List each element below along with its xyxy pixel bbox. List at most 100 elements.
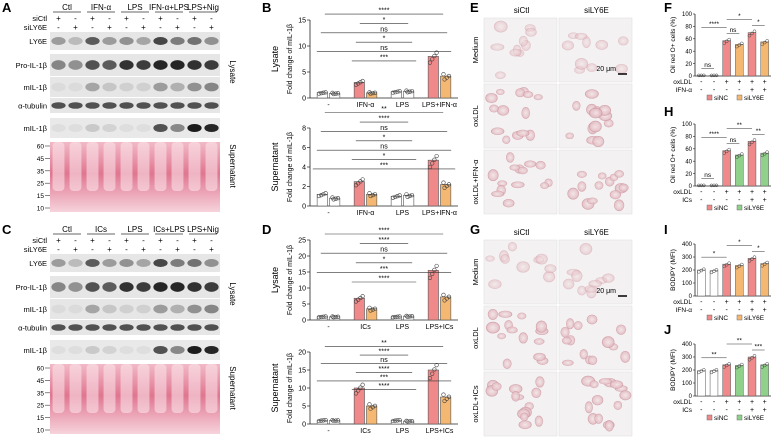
protein-band xyxy=(170,346,185,354)
sign-mark: + xyxy=(175,245,180,254)
protein-band xyxy=(187,37,202,45)
protein-band xyxy=(170,259,185,267)
y-tick-label: 5 xyxy=(302,70,306,77)
group-label: LPS xyxy=(127,225,142,234)
significance-label: *** xyxy=(755,344,763,351)
cell xyxy=(511,181,525,189)
data-point xyxy=(760,153,764,158)
significance-label: ns xyxy=(730,137,738,144)
sign-mark: - xyxy=(57,245,60,254)
data-point xyxy=(740,41,744,46)
sign-mark: + xyxy=(763,399,767,406)
x-tick-label: ICs xyxy=(360,324,371,331)
y-tick-label: 200 xyxy=(682,268,693,274)
data-point xyxy=(702,267,706,271)
cell xyxy=(565,132,574,140)
ladder-label: 45 xyxy=(37,156,45,163)
sign-mark: + xyxy=(158,236,163,245)
sign-mark: - xyxy=(142,236,145,245)
sign-mark: + xyxy=(750,399,754,406)
y-tick-label: 100 xyxy=(682,12,693,18)
sign-mark: - xyxy=(713,197,716,204)
blot-strip xyxy=(50,299,220,319)
cell xyxy=(571,269,583,282)
blot-strip xyxy=(50,254,220,272)
data-point xyxy=(697,73,701,78)
cell xyxy=(507,242,517,252)
band-label: mIL-1β xyxy=(24,346,48,355)
x-tick-label: LPS xyxy=(396,102,410,109)
cell xyxy=(595,39,609,50)
x-tick-label: ICs xyxy=(360,428,371,435)
data-point xyxy=(762,152,767,156)
y-tick-label: 5 xyxy=(302,302,306,309)
micro-row-label: oxLDL+IFN-α xyxy=(471,159,480,205)
data-point xyxy=(740,152,744,156)
data-point xyxy=(323,90,328,95)
data-point xyxy=(360,294,365,299)
sign-mark: - xyxy=(193,245,196,254)
protein-band xyxy=(170,60,185,70)
data-point xyxy=(735,265,739,270)
protein-band xyxy=(170,37,185,45)
protein-band xyxy=(136,259,151,267)
ponceau-lane xyxy=(69,364,82,413)
cell xyxy=(497,332,506,340)
y-axis-label: Oil red O+ cells (%) xyxy=(670,17,677,74)
bar xyxy=(722,364,731,397)
protein-band xyxy=(153,324,168,331)
condition-label: IFN-α xyxy=(676,307,693,314)
cell xyxy=(498,310,513,318)
protein-band xyxy=(102,346,117,354)
significance-label: ** xyxy=(737,122,743,129)
data-point xyxy=(323,191,328,196)
protein-band xyxy=(187,60,202,70)
cell xyxy=(486,321,500,334)
data-point xyxy=(444,396,449,401)
data-point xyxy=(760,264,764,268)
protein-band xyxy=(85,82,100,92)
sign-mark: - xyxy=(738,87,741,94)
data-point xyxy=(331,418,336,424)
data-point xyxy=(724,39,729,44)
data-point xyxy=(405,419,410,424)
y-tick-label: 400 xyxy=(682,242,693,248)
data-point xyxy=(372,403,378,408)
cell xyxy=(592,135,605,147)
bar xyxy=(735,154,744,187)
cell xyxy=(544,264,557,274)
bar xyxy=(747,32,757,77)
data-point xyxy=(735,44,739,49)
sign-mark: + xyxy=(737,79,741,86)
cell xyxy=(603,119,614,128)
sign-mark: + xyxy=(73,245,78,254)
data-point xyxy=(434,363,439,368)
data-point xyxy=(404,313,409,318)
data-point xyxy=(404,88,409,93)
bar xyxy=(747,356,757,397)
data-point xyxy=(432,367,437,372)
bar xyxy=(722,150,731,187)
cell xyxy=(577,285,587,296)
data-point xyxy=(370,193,375,198)
cell xyxy=(535,376,545,388)
cell xyxy=(525,27,537,37)
protein-band xyxy=(68,304,83,314)
cell xyxy=(589,380,599,389)
data-point xyxy=(367,402,372,407)
blot-strip xyxy=(50,77,220,97)
protein-band xyxy=(51,346,66,354)
x-tick-label: - xyxy=(327,102,330,109)
protein-band xyxy=(153,259,168,267)
ponceau-lane xyxy=(188,142,201,191)
y-tick-label: 20 xyxy=(298,350,306,357)
micro-row-label: Medium xyxy=(471,37,480,64)
cell xyxy=(615,63,628,74)
protein-band xyxy=(136,60,151,70)
panel-letter-j: J xyxy=(664,322,671,337)
data-point xyxy=(752,255,757,259)
y-tick-label: 20 xyxy=(685,62,692,68)
bar xyxy=(735,265,744,297)
y-tick-label: 40 xyxy=(685,159,692,165)
bar xyxy=(709,270,719,297)
